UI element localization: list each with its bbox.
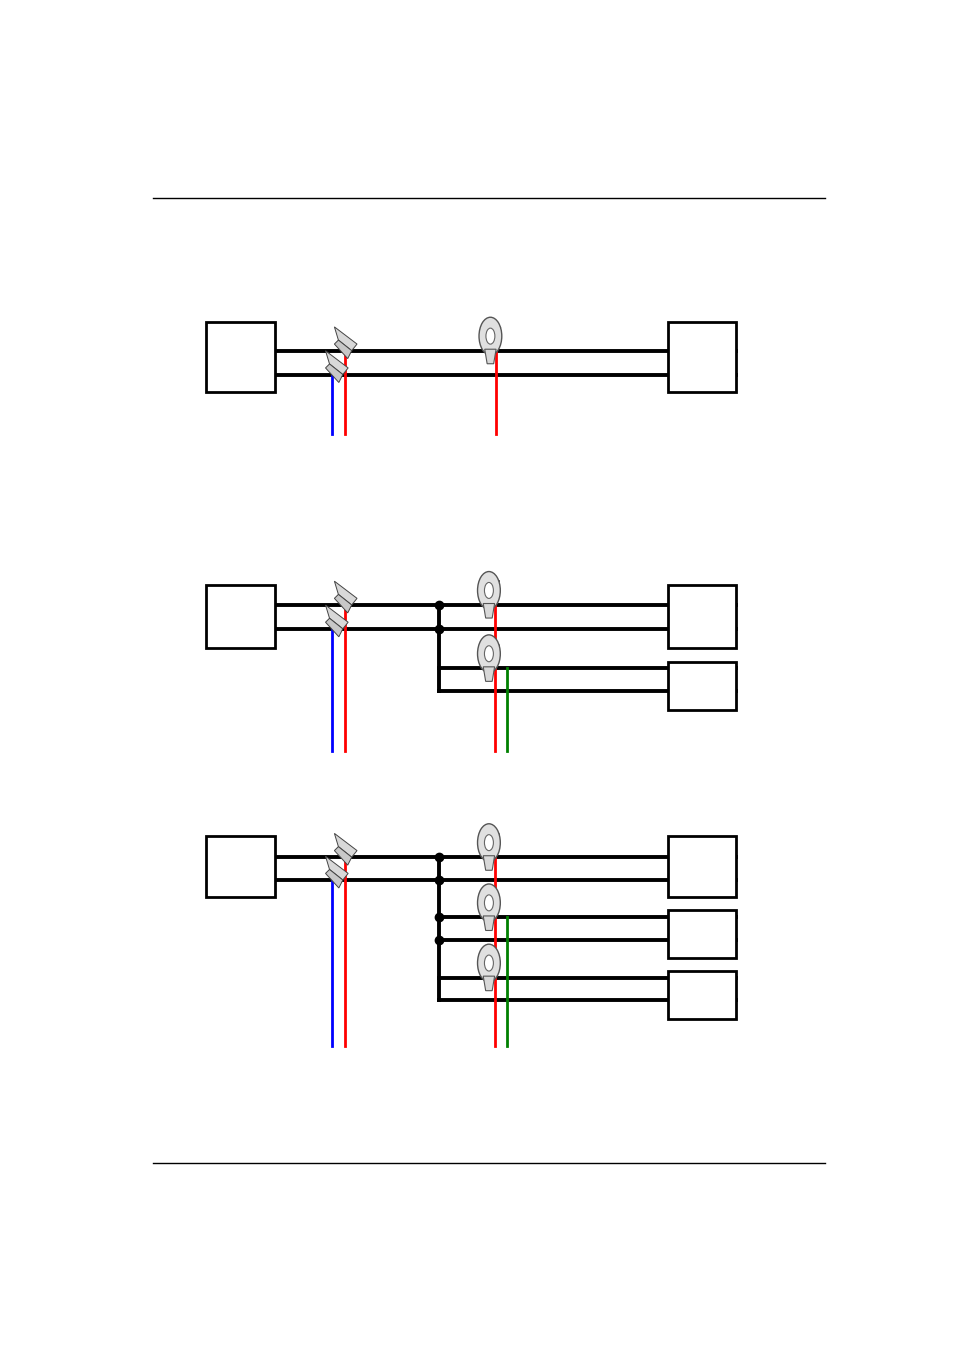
Polygon shape <box>335 340 352 359</box>
Polygon shape <box>483 667 494 681</box>
Polygon shape <box>483 976 494 991</box>
Ellipse shape <box>484 895 493 911</box>
Ellipse shape <box>478 317 501 355</box>
Bar <box>667 585 735 647</box>
Polygon shape <box>335 581 356 605</box>
Polygon shape <box>335 594 352 613</box>
Bar <box>667 662 735 710</box>
Bar <box>206 836 274 896</box>
Polygon shape <box>325 856 348 880</box>
Ellipse shape <box>477 944 499 981</box>
Ellipse shape <box>477 884 499 922</box>
Polygon shape <box>325 619 342 636</box>
Polygon shape <box>335 847 352 865</box>
Polygon shape <box>325 350 348 375</box>
Polygon shape <box>325 605 348 628</box>
Ellipse shape <box>477 572 499 609</box>
Bar <box>667 972 735 1019</box>
Ellipse shape <box>485 328 495 344</box>
Ellipse shape <box>484 646 493 662</box>
Bar <box>667 322 735 392</box>
Polygon shape <box>325 869 342 888</box>
Ellipse shape <box>477 635 499 673</box>
Polygon shape <box>325 364 342 383</box>
Polygon shape <box>483 604 494 617</box>
Bar <box>667 910 735 958</box>
Ellipse shape <box>484 956 493 971</box>
Bar <box>667 836 735 896</box>
Polygon shape <box>484 349 496 364</box>
Ellipse shape <box>477 824 499 861</box>
Ellipse shape <box>484 582 493 599</box>
Polygon shape <box>483 856 494 871</box>
Ellipse shape <box>484 834 493 851</box>
Bar <box>206 322 274 392</box>
Polygon shape <box>335 326 356 350</box>
Bar <box>206 585 274 647</box>
Polygon shape <box>483 915 494 930</box>
Polygon shape <box>335 833 356 857</box>
